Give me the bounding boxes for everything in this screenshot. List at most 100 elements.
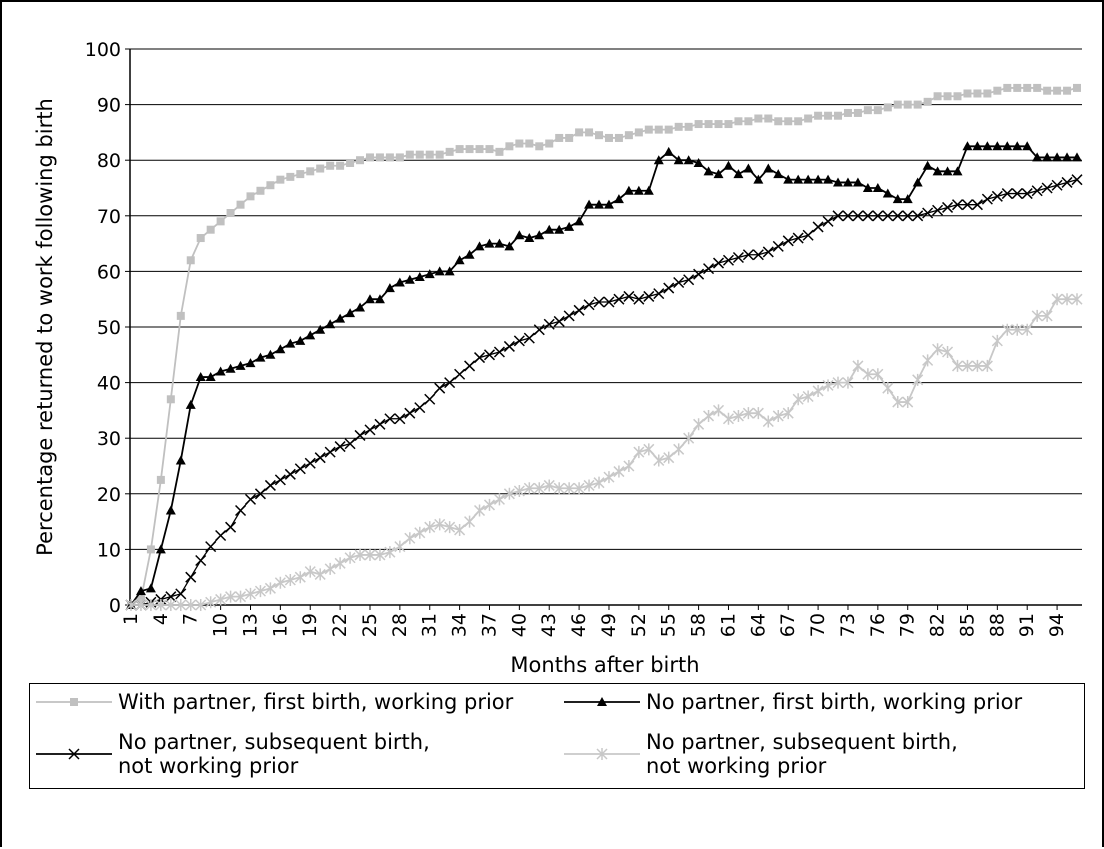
x-tick-label: 61 xyxy=(717,613,739,637)
marker xyxy=(513,485,525,498)
marker xyxy=(175,599,187,611)
marker xyxy=(752,407,764,420)
y-tick-label: 50 xyxy=(97,317,121,339)
marker xyxy=(673,276,685,289)
series-line xyxy=(130,145,1077,606)
marker xyxy=(435,150,444,159)
x-tick-label: 67 xyxy=(777,613,799,637)
marker xyxy=(663,451,675,464)
x-tick-label: 1 xyxy=(120,613,142,625)
marker xyxy=(135,599,147,611)
marker xyxy=(185,571,197,583)
marker xyxy=(603,199,614,209)
marker xyxy=(465,145,474,154)
marker xyxy=(425,150,434,159)
marker xyxy=(852,359,864,372)
marker xyxy=(504,241,515,251)
marker xyxy=(991,334,1003,347)
marker xyxy=(304,457,316,469)
marker xyxy=(1021,188,1033,200)
marker xyxy=(394,277,405,287)
marker xyxy=(951,359,964,372)
marker xyxy=(1043,86,1052,95)
marker xyxy=(544,224,555,234)
marker xyxy=(445,147,454,156)
legend-label: No partner, first birth, working prior xyxy=(646,689,1023,714)
marker xyxy=(623,290,635,302)
marker xyxy=(315,324,326,334)
marker xyxy=(942,346,954,359)
marker xyxy=(1042,152,1053,162)
marker xyxy=(414,271,425,281)
marker xyxy=(1062,152,1073,162)
marker xyxy=(892,194,903,204)
marker xyxy=(264,582,276,595)
series-markers xyxy=(126,141,1082,609)
marker xyxy=(256,186,265,195)
marker xyxy=(793,174,804,184)
marker xyxy=(613,465,625,478)
marker xyxy=(1013,83,1022,92)
x-tick-label: 34 xyxy=(449,613,471,637)
marker xyxy=(404,407,416,419)
marker xyxy=(723,160,734,170)
marker xyxy=(634,128,643,137)
marker xyxy=(1011,188,1023,200)
x-tick-label: 10 xyxy=(210,613,232,637)
marker xyxy=(961,359,973,372)
marker xyxy=(902,210,914,222)
marker xyxy=(1023,83,1032,92)
marker xyxy=(484,238,495,248)
marker xyxy=(225,363,236,373)
marker xyxy=(763,163,774,173)
marker xyxy=(265,349,276,359)
marker xyxy=(653,454,665,467)
marker xyxy=(624,131,633,140)
marker xyxy=(574,216,585,226)
marker xyxy=(683,274,695,286)
marker xyxy=(584,199,595,209)
marker xyxy=(703,263,715,275)
marker xyxy=(932,166,943,176)
marker xyxy=(732,251,744,264)
marker xyxy=(235,504,247,517)
marker xyxy=(275,344,286,354)
marker xyxy=(722,254,735,266)
marker xyxy=(364,294,375,304)
marker xyxy=(276,175,285,184)
x-tick-label: 85 xyxy=(956,613,978,637)
marker xyxy=(495,147,504,156)
marker xyxy=(266,181,275,190)
marker xyxy=(344,551,356,564)
y-tick-label: 0 xyxy=(109,595,121,617)
marker xyxy=(1002,141,1013,151)
marker xyxy=(673,155,684,165)
marker xyxy=(306,167,315,176)
marker xyxy=(712,257,725,269)
marker xyxy=(523,482,535,495)
legend-swatch xyxy=(564,696,640,706)
marker xyxy=(832,376,844,389)
marker xyxy=(982,141,993,151)
marker xyxy=(464,249,475,259)
y-tick-label: 40 xyxy=(97,373,121,395)
marker xyxy=(215,593,227,606)
marker xyxy=(68,747,80,760)
marker xyxy=(493,493,505,506)
marker xyxy=(743,163,754,173)
marker xyxy=(225,521,237,533)
marker xyxy=(1072,152,1082,162)
marker xyxy=(1051,293,1063,306)
marker xyxy=(553,482,565,495)
marker xyxy=(952,166,963,176)
marker xyxy=(992,141,1003,151)
x-axis-title: Months after birth xyxy=(510,653,699,677)
marker xyxy=(742,407,754,420)
marker xyxy=(804,114,813,123)
x-tick-label: 82 xyxy=(927,613,949,637)
marker xyxy=(523,332,535,344)
marker xyxy=(1032,152,1043,162)
marker xyxy=(852,177,863,187)
marker xyxy=(464,360,476,372)
marker xyxy=(1031,185,1043,197)
